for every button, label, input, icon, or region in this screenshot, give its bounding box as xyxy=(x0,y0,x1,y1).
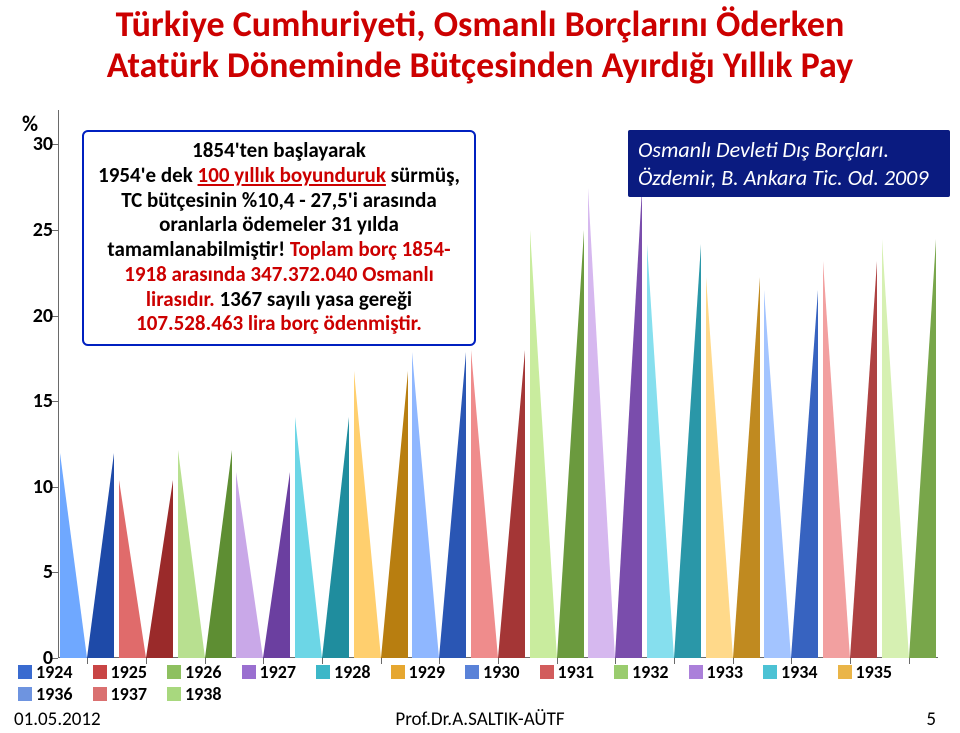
legend-label: 1938 xyxy=(185,683,222,705)
y-tick-label: 15 xyxy=(13,389,53,413)
legend-swatch xyxy=(540,665,554,679)
legend-swatch xyxy=(93,665,107,679)
legend-item-1926: 1926 xyxy=(167,661,222,683)
legend: 1924 1925 1926 1927 1928 1929 1930 1931 1932 1933… xyxy=(18,661,948,705)
legend-label: 1935 xyxy=(856,661,893,683)
legend-swatch xyxy=(689,665,703,679)
legend-item-1935: 1935 xyxy=(838,661,893,683)
legend-label: 1929 xyxy=(409,661,446,683)
y-axis-line xyxy=(58,110,59,658)
footer-page: 5 xyxy=(926,708,936,731)
legend-swatch xyxy=(93,687,107,701)
y-tick-label: 5 xyxy=(13,560,53,584)
legend-label: 1930 xyxy=(483,661,520,683)
legend-item-1927: 1927 xyxy=(242,661,297,683)
legend-swatch xyxy=(316,665,330,679)
source-line1: Osmanlı Devleti Dış Borçları. xyxy=(638,136,940,164)
source-line2: Özdemir, B. Ankara Tic. Od. 2009 xyxy=(638,164,940,192)
y-tick-label: 30 xyxy=(13,132,53,156)
legend-label: 1927 xyxy=(260,661,297,683)
title-line2: Atatürk Döneminde Bütçesinden Ayırdığı Y… xyxy=(0,45,960,86)
y-tick-label: 20 xyxy=(13,304,53,328)
title-line1: Türkiye Cumhuriyeti, Osmanlı Borçlarını … xyxy=(0,4,960,45)
legend-swatch xyxy=(391,665,405,679)
legend-label: 1937 xyxy=(111,683,148,705)
legend-item-1932: 1932 xyxy=(614,661,669,683)
legend-item-1924: 1924 xyxy=(18,661,73,683)
y-tick-label: 10 xyxy=(13,475,53,499)
legend-swatch xyxy=(242,665,256,679)
legend-label: 1933 xyxy=(707,661,744,683)
legend-label: 1932 xyxy=(632,661,669,683)
legend-label: 1931 xyxy=(558,661,595,683)
legend-item-1929: 1929 xyxy=(391,661,446,683)
footer-center: Prof.Dr.A.SALTIK-AÜTF xyxy=(0,708,960,731)
legend-label: 1934 xyxy=(781,661,818,683)
source-box: Osmanlı Devleti Dış Borçları. Özdemir, B… xyxy=(628,130,950,197)
slide-title: Türkiye Cumhuriyeti, Osmanlı Borçlarını … xyxy=(0,4,960,87)
legend-label: 1926 xyxy=(185,661,222,683)
legend-item-1937: 1937 xyxy=(93,683,148,705)
legend-swatch xyxy=(465,665,479,679)
legend-item-1938: 1938 xyxy=(167,683,222,705)
legend-item-1931: 1931 xyxy=(540,661,595,683)
legend-item-1928: 1928 xyxy=(316,661,371,683)
legend-item-1925: 1925 xyxy=(93,661,148,683)
legend-label: 1924 xyxy=(36,661,73,683)
legend-item-1933: 1933 xyxy=(689,661,744,683)
legend-label: 1936 xyxy=(36,683,73,705)
legend-item-1936: 1936 xyxy=(18,683,73,705)
y-tick-label: 25 xyxy=(13,218,53,242)
info-box: 1854'ten başlayarak1954'e dek 100 yıllık… xyxy=(82,130,476,346)
legend-swatch xyxy=(838,665,852,679)
legend-item-1934: 1934 xyxy=(763,661,818,683)
legend-label: 1928 xyxy=(334,661,371,683)
legend-swatch xyxy=(18,687,32,701)
legend-swatch xyxy=(167,665,181,679)
legend-item-1930: 1930 xyxy=(465,661,520,683)
legend-label: 1925 xyxy=(111,661,148,683)
legend-swatch xyxy=(18,665,32,679)
legend-swatch xyxy=(763,665,777,679)
legend-swatch xyxy=(167,687,181,701)
legend-swatch xyxy=(614,665,628,679)
